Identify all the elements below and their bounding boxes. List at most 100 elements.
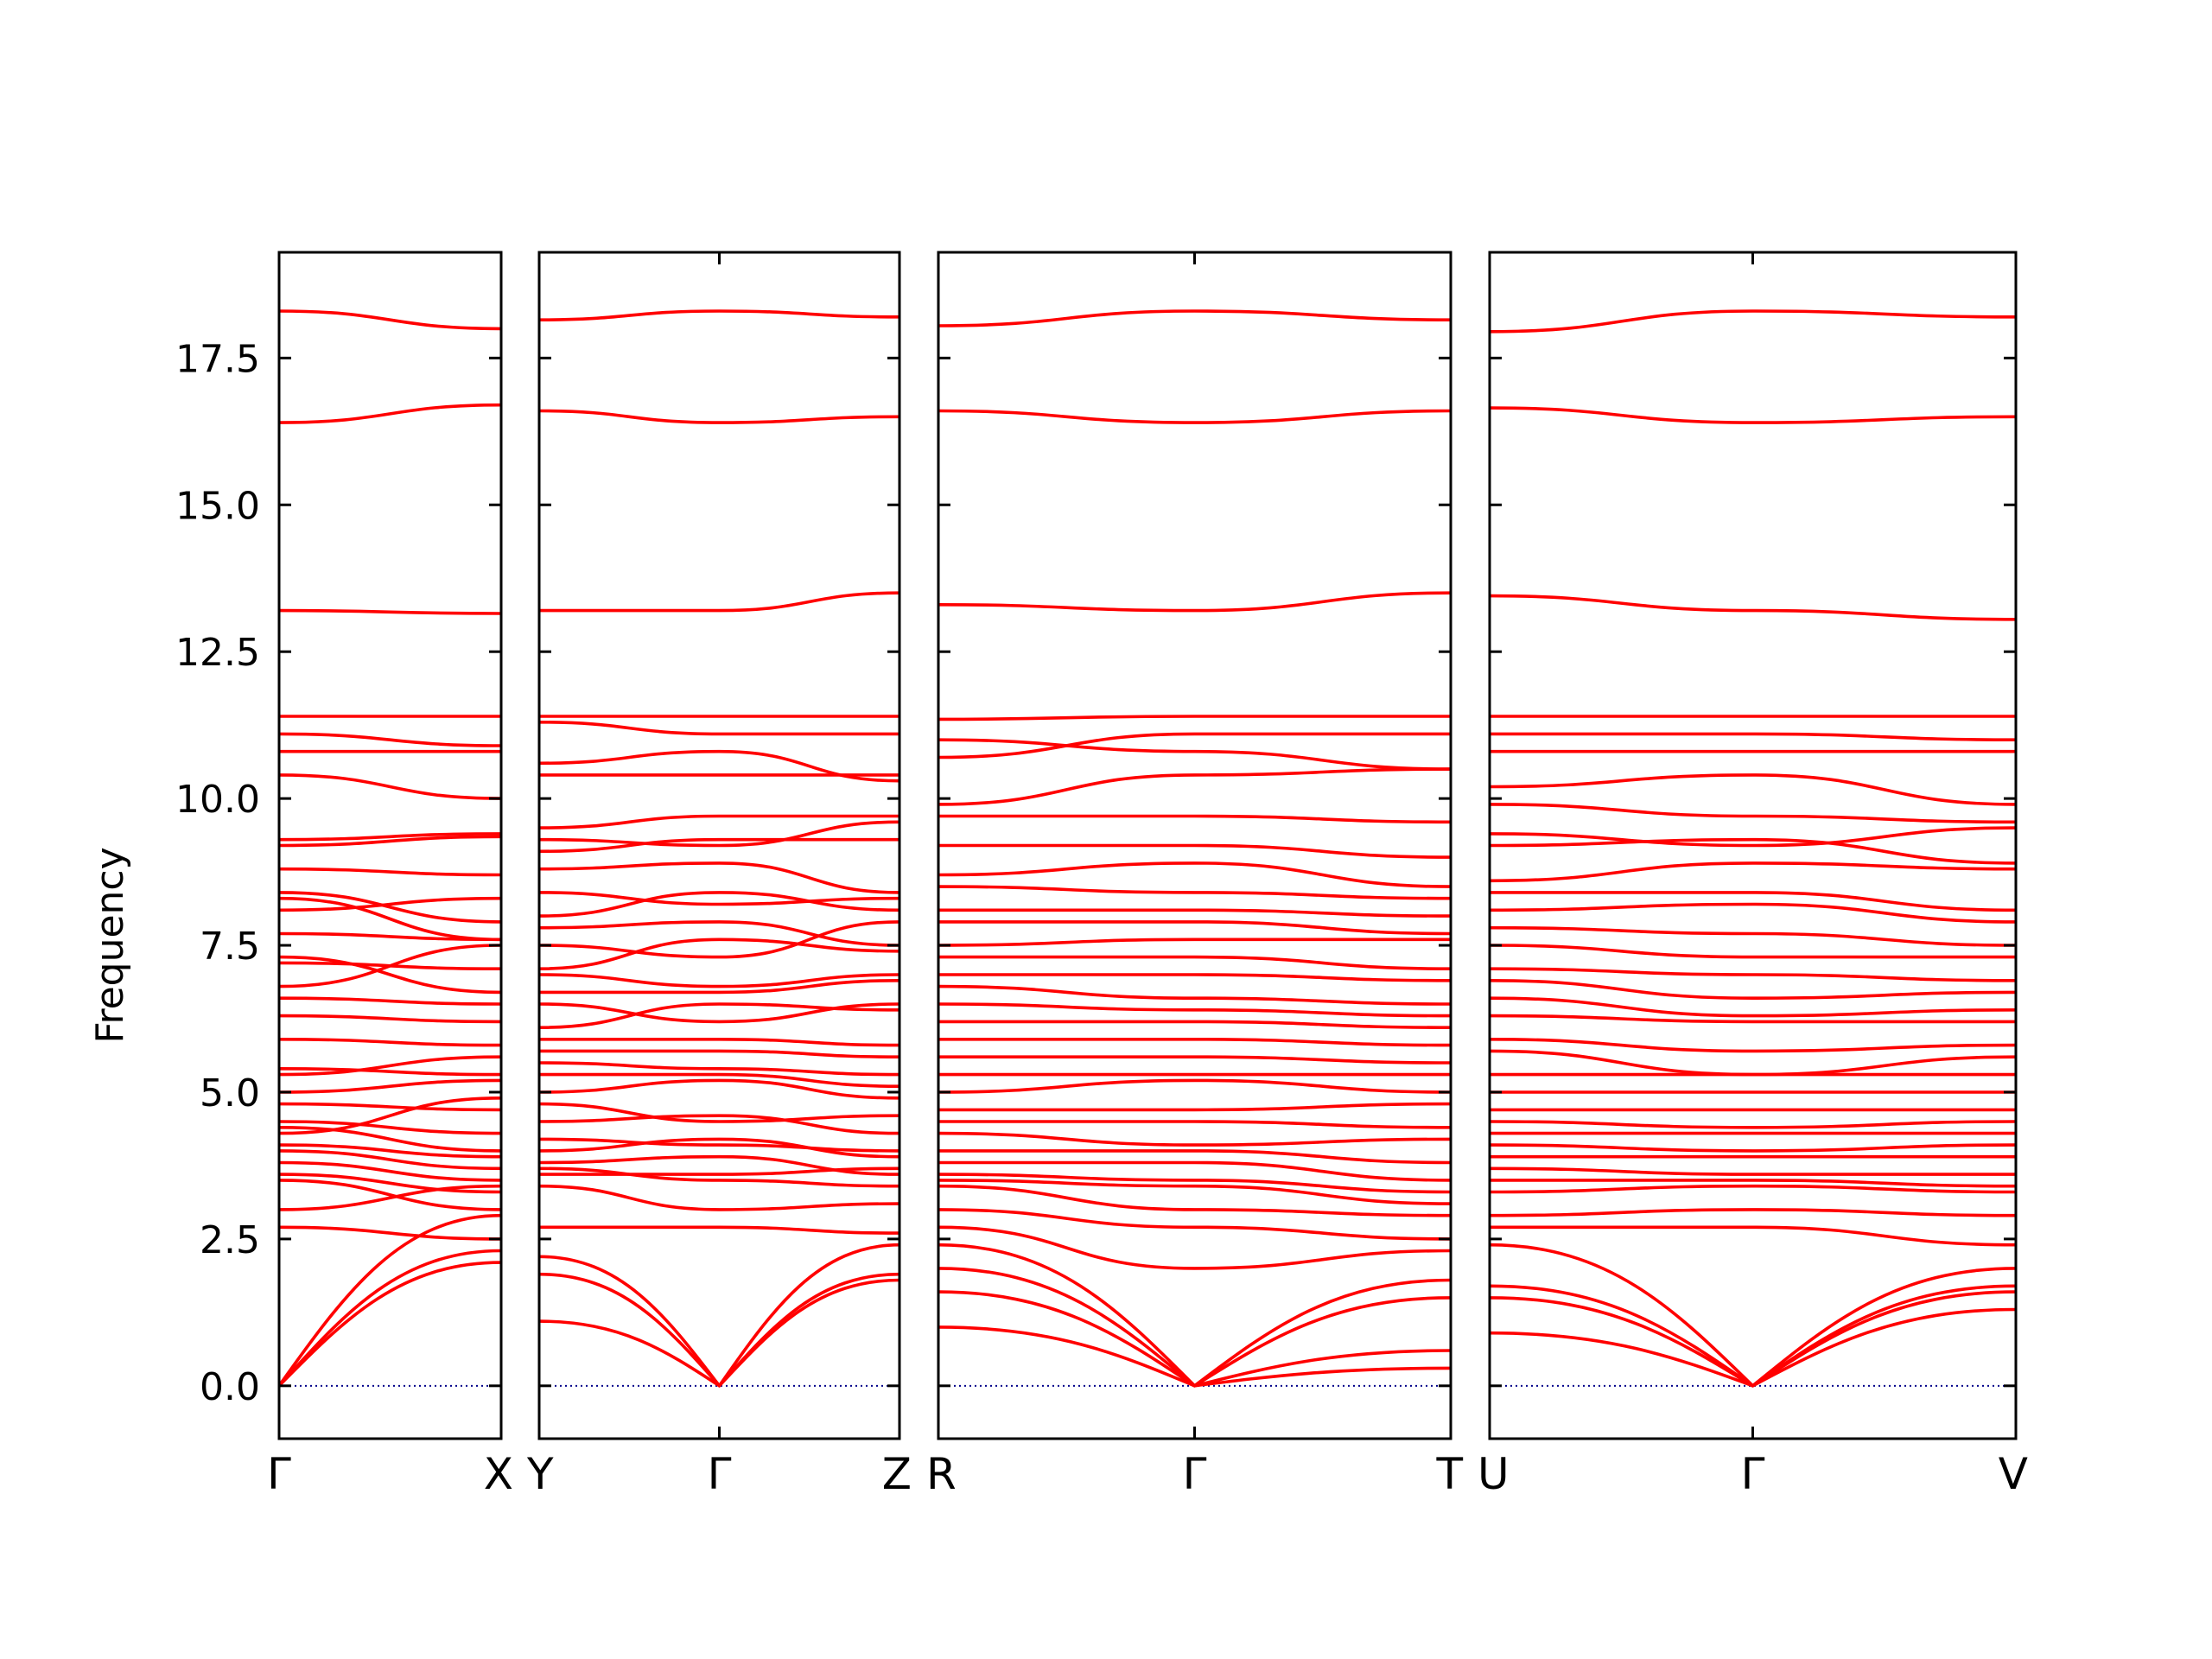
band-line	[539, 1038, 900, 1047]
band-line	[1489, 309, 2017, 334]
band-line	[278, 1014, 502, 1024]
kpoint-label: U	[1478, 1449, 1510, 1499]
band-line	[938, 908, 1452, 918]
band-line	[539, 591, 900, 613]
band-line	[938, 1131, 1452, 1147]
band-line	[538, 820, 900, 848]
band-line	[278, 891, 502, 924]
band-line	[539, 1166, 900, 1176]
band-line	[938, 1208, 1452, 1241]
band-line	[938, 1149, 1452, 1165]
band-line	[278, 1173, 502, 1194]
y-tick-label: 10.0	[175, 778, 260, 822]
band-line	[538, 1278, 900, 1388]
band-line	[538, 891, 900, 906]
band-line	[938, 732, 1451, 760]
band-line	[538, 814, 899, 830]
band-line	[278, 773, 502, 800]
band-line	[938, 591, 1452, 613]
band-line	[278, 1184, 502, 1211]
panel-frame	[277, 251, 503, 1440]
band-line	[1489, 902, 2017, 924]
band-line	[1489, 925, 2017, 947]
band-line	[1489, 732, 2017, 741]
band-line	[278, 955, 502, 995]
kpoint-label: Γ	[708, 1449, 732, 1499]
y-tick-label: 5.0	[200, 1071, 260, 1116]
band-line	[278, 1225, 502, 1241]
band-line	[277, 1213, 502, 1387]
band-line	[278, 832, 502, 842]
band-line	[278, 1143, 502, 1159]
kpoint-label: Γ	[267, 1449, 291, 1499]
band-line	[538, 1137, 900, 1159]
kpoint-label: R	[926, 1449, 957, 1499]
band-line	[538, 409, 900, 424]
band-line	[278, 896, 502, 942]
band-line	[938, 861, 1452, 888]
band-line	[278, 867, 502, 877]
band-line	[278, 1120, 502, 1135]
band-line	[1489, 1120, 2017, 1129]
y-tick-label: 15.0	[175, 484, 260, 528]
band-line	[278, 1179, 502, 1211]
band-line	[1489, 996, 2017, 1018]
band-line	[938, 920, 1452, 936]
kpoint-label: Γ	[1741, 1449, 1765, 1499]
band-line	[938, 843, 1452, 859]
band-line	[538, 1078, 900, 1100]
band-line	[538, 1184, 900, 1211]
band-line	[278, 1149, 502, 1171]
band-line	[938, 1325, 1452, 1388]
band-line	[1489, 1166, 2016, 1176]
kpoint-label: Γ	[1183, 1449, 1207, 1499]
band-line	[278, 1102, 502, 1112]
band-line	[938, 1179, 1452, 1205]
band-line	[278, 1096, 502, 1135]
band-line	[538, 891, 900, 918]
band-line	[539, 1225, 900, 1235]
band-line	[1489, 1290, 2017, 1388]
band-line	[938, 1102, 1452, 1112]
band-line	[278, 309, 502, 331]
band-line	[938, 1243, 1452, 1388]
kpoint-label: V	[1999, 1449, 2028, 1499]
band-line	[278, 1078, 502, 1094]
band-line	[938, 955, 1452, 970]
band-line	[538, 920, 900, 947]
band-line	[1489, 1038, 2017, 1053]
band-line	[1489, 861, 2017, 883]
band-line	[1490, 1225, 2017, 1247]
band-line	[938, 885, 1452, 900]
y-tick-label: 12.5	[175, 631, 260, 675]
band-line	[1489, 406, 2017, 424]
band-line	[1490, 891, 2017, 912]
band-line	[278, 732, 502, 747]
band-line	[938, 1002, 1452, 1018]
band-line	[1489, 803, 2017, 824]
band-line	[1489, 1307, 2017, 1388]
kpoint-label: T	[1435, 1449, 1463, 1499]
band-line	[538, 1102, 900, 1123]
band-line	[938, 1020, 1452, 1029]
band-line	[938, 1225, 1452, 1270]
band-line	[278, 996, 502, 1006]
band-line	[538, 721, 899, 736]
band-line	[938, 984, 1452, 1006]
y-tick-label: 17.5	[175, 337, 260, 381]
band-line	[938, 738, 1452, 771]
kpoint-label: Y	[526, 1449, 554, 1499]
band-line	[1489, 1014, 2016, 1024]
band-line	[1490, 1179, 2017, 1188]
band-line	[938, 938, 1451, 947]
band-line	[938, 973, 1452, 982]
band-line	[938, 1184, 1452, 1217]
band-line	[1489, 594, 2017, 621]
band-line	[938, 814, 1452, 824]
band-line	[538, 1002, 900, 1029]
